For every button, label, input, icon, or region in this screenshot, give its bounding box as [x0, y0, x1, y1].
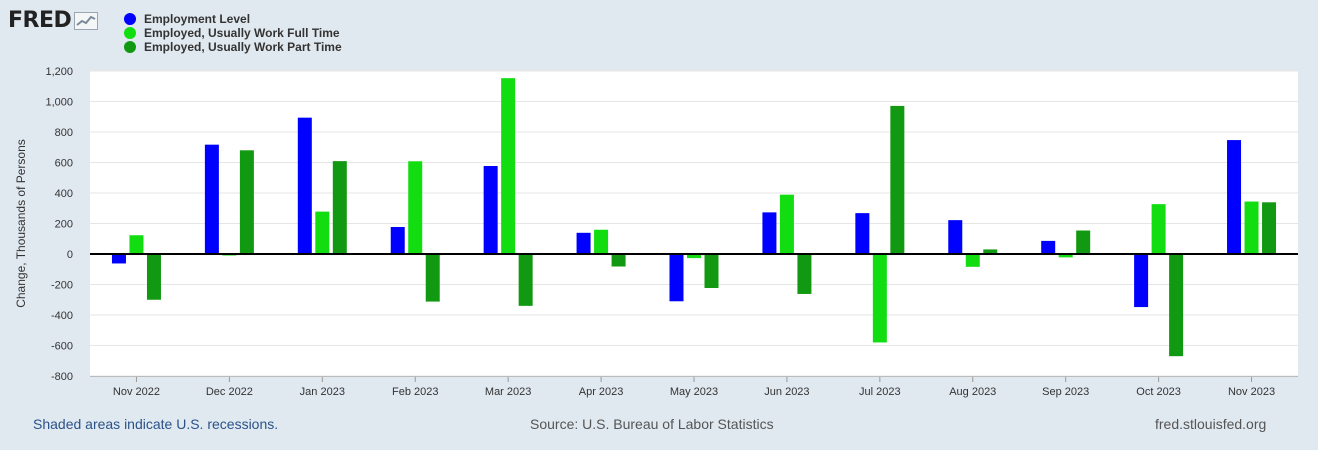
bar — [146, 254, 161, 300]
bar — [390, 227, 405, 254]
fred-logo[interactable]: FRED — [8, 8, 99, 33]
bar — [315, 211, 330, 254]
bar — [501, 78, 516, 254]
bar — [1244, 201, 1259, 254]
site-link[interactable]: fred.stlouisfed.org — [1155, 416, 1267, 432]
bar — [1076, 230, 1091, 254]
bar — [129, 235, 144, 254]
bar — [1151, 204, 1166, 254]
chart-legend: Employment Level Employed, Usually Work … — [124, 12, 342, 54]
x-tick-label: Jul 2023 — [859, 386, 901, 398]
x-tick-label: Nov 2022 — [113, 386, 160, 398]
bar — [239, 150, 254, 254]
bar — [797, 254, 812, 294]
y-axis-label: Change, Thousands of Persons — [14, 139, 28, 308]
fred-logo-text: FRED — [8, 8, 72, 33]
x-tick-label: Nov 2023 — [1228, 386, 1275, 398]
fred-chart-icon — [74, 11, 99, 30]
recession-note: Shaded areas indicate U.S. recessions. — [33, 416, 279, 432]
bar — [762, 212, 777, 254]
x-tick-label: Dec 2022 — [206, 386, 253, 398]
y-tick-label: 200 — [55, 219, 73, 231]
bar — [111, 254, 126, 264]
y-tick-label: 1,200 — [45, 66, 73, 78]
bar — [872, 254, 887, 343]
legend-marker — [124, 13, 136, 25]
legend-marker — [124, 27, 136, 39]
bar — [779, 194, 794, 254]
x-tick-label: Mar 2023 — [485, 386, 531, 398]
bar — [518, 254, 533, 306]
y-tick-label: -200 — [51, 280, 73, 292]
x-tick-label: Jan 2023 — [300, 386, 345, 398]
bar — [704, 254, 719, 289]
y-tick-label: 0 — [67, 249, 73, 261]
x-tick-label: Feb 2023 — [392, 386, 438, 398]
legend-item-part-time[interactable]: Employed, Usually Work Part Time — [124, 40, 342, 54]
bar — [948, 220, 963, 254]
bar — [204, 144, 219, 254]
y-tick-label: 600 — [55, 158, 73, 170]
y-tick-label: -400 — [51, 310, 73, 322]
bar — [1262, 202, 1277, 254]
bar — [890, 105, 905, 254]
bar — [425, 254, 440, 302]
bar — [1058, 254, 1073, 258]
bar — [297, 117, 312, 254]
bar — [965, 254, 980, 267]
bar — [983, 249, 998, 254]
legend-item-employment-level[interactable]: Employment Level — [124, 12, 342, 26]
legend-label: Employed, Usually Work Part Time — [144, 40, 342, 54]
x-tick-label: Apr 2023 — [579, 386, 624, 398]
y-tick-label: -800 — [51, 371, 73, 383]
y-tick-label: 1,000 — [45, 97, 73, 109]
y-tick-label: -600 — [51, 341, 73, 353]
bar — [332, 161, 347, 254]
legend-item-full-time[interactable]: Employed, Usually Work Full Time — [124, 26, 342, 40]
y-tick-label: 400 — [55, 188, 73, 200]
bar — [1227, 140, 1242, 254]
x-tick-label: Jun 2023 — [764, 386, 809, 398]
x-tick-label: Sep 2023 — [1042, 386, 1089, 398]
bar — [687, 254, 701, 259]
x-tick-label: Aug 2023 — [949, 386, 996, 398]
legend-marker — [124, 41, 136, 53]
bar — [611, 254, 626, 267]
x-tick-label: May 2023 — [670, 386, 718, 398]
y-tick-label: 800 — [55, 127, 73, 139]
bar — [1134, 254, 1149, 308]
bar — [594, 229, 609, 254]
source-note: Source: U.S. Bureau of Labor Statistics — [530, 416, 774, 432]
bar — [576, 232, 591, 254]
bar — [1169, 254, 1184, 357]
bar-chart: -800 -600 -400 -200 0 200 400 600 800 1,000 1,200 N… — [14, 66, 1298, 398]
bar — [483, 166, 498, 254]
legend-label: Employed, Usually Work Full Time — [144, 26, 340, 40]
legend-label: Employment Level — [144, 12, 251, 26]
bar — [408, 161, 423, 254]
bar — [855, 213, 870, 254]
bar — [1041, 240, 1056, 254]
x-tick-label: Oct 2023 — [1136, 386, 1181, 398]
bar — [669, 254, 684, 302]
